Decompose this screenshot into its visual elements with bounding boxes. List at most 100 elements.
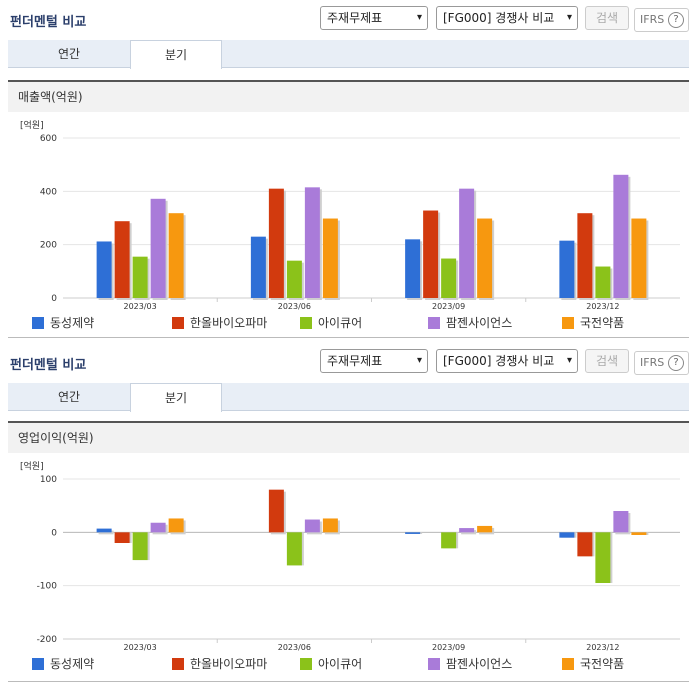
legend-item[interactable]: 한올바이오파마 bbox=[172, 656, 267, 672]
operating-income-chart: [억원] -200 -100 0 100 2023/03 2023/06 2023/09 202… bbox=[20, 460, 680, 652]
bar[interactable] bbox=[304, 519, 320, 533]
legend-item[interactable]: 팜젠사이언스 bbox=[428, 656, 512, 672]
bar[interactable] bbox=[286, 260, 302, 298]
y-tick-label: -200 bbox=[37, 635, 58, 645]
bar[interactable] bbox=[114, 532, 130, 543]
tab-quarterly[interactable]: 분기 bbox=[130, 40, 222, 69]
bar[interactable] bbox=[577, 532, 593, 557]
chart-box-1: 매출액(억원) [억원] 0 200 400 600 2023/03 2023/06 2023… bbox=[8, 80, 689, 336]
ifrs-label: IFRS bbox=[640, 356, 665, 369]
x-tick-label: 2023/03 bbox=[124, 302, 157, 311]
bar[interactable] bbox=[114, 221, 130, 298]
bar[interactable] bbox=[168, 213, 184, 298]
bar[interactable] bbox=[559, 240, 575, 298]
chart-legend: 동성제약 한올바이오파마 아이큐어 팜젠사이언스 국전약품 bbox=[32, 315, 682, 333]
ifrs-info[interactable]: IFRS ? bbox=[634, 351, 689, 375]
statement-select[interactable]: 주재무제표 ▾ bbox=[320, 349, 428, 373]
bar[interactable] bbox=[322, 218, 338, 298]
y-tick-label: 100 bbox=[40, 475, 57, 485]
bar[interactable] bbox=[613, 511, 629, 533]
tab-annual[interactable]: 연간 bbox=[57, 390, 81, 404]
search-button[interactable]: 검색 bbox=[585, 349, 629, 373]
bar[interactable] bbox=[286, 532, 302, 566]
bar[interactable] bbox=[631, 218, 647, 298]
bar[interactable] bbox=[477, 218, 493, 298]
bar[interactable] bbox=[477, 525, 493, 533]
bar[interactable] bbox=[423, 210, 439, 298]
legend-item[interactable]: 동성제약 bbox=[32, 656, 94, 672]
legend-label: 국전약품 bbox=[580, 657, 625, 671]
bar[interactable] bbox=[268, 188, 284, 298]
bar[interactable] bbox=[459, 188, 475, 298]
bar[interactable] bbox=[613, 174, 629, 298]
bar[interactable] bbox=[96, 241, 112, 298]
x-tick-label: 2023/12 bbox=[586, 643, 619, 652]
tab-quarterly[interactable]: 분기 bbox=[130, 383, 222, 412]
bar[interactable] bbox=[441, 258, 457, 298]
legend-swatch bbox=[428, 317, 440, 329]
legend-label: 팜젠사이언스 bbox=[446, 316, 513, 330]
search-button[interactable]: 검색 bbox=[585, 6, 629, 30]
bar[interactable] bbox=[268, 489, 284, 533]
bar[interactable] bbox=[595, 532, 611, 583]
compare-select[interactable]: [FG000] 경쟁사 비교 ▾ bbox=[436, 6, 578, 30]
help-icon[interactable]: ? bbox=[668, 355, 684, 371]
legend-item[interactable]: 팜젠사이언스 bbox=[428, 315, 512, 331]
compare-select-value: [FG000] 경쟁사 비교 bbox=[443, 354, 555, 368]
revenue-chart: [억원] 0 200 400 600 2023/03 2023/06 2023/09 2023/… bbox=[20, 119, 680, 311]
y-tick-label: 200 bbox=[40, 241, 57, 251]
divider bbox=[8, 681, 689, 682]
legend-label: 아이큐어 bbox=[318, 657, 363, 671]
statement-select[interactable]: 주재무제표 ▾ bbox=[320, 6, 428, 30]
compare-select[interactable]: [FG000] 경쟁사 비교 ▾ bbox=[436, 349, 578, 373]
legend-item[interactable]: 국전약품 bbox=[562, 656, 624, 672]
bar[interactable] bbox=[322, 518, 338, 533]
bar[interactable] bbox=[405, 239, 421, 298]
legend-swatch bbox=[300, 317, 312, 329]
compare-select-value: [FG000] 경쟁사 비교 bbox=[443, 11, 555, 25]
metric-title: 매출액(억원) bbox=[8, 82, 689, 112]
legend-swatch bbox=[32, 317, 44, 329]
bar[interactable] bbox=[441, 532, 457, 549]
bar[interactable] bbox=[132, 532, 148, 561]
legend-swatch bbox=[32, 658, 44, 670]
legend-item[interactable]: 아이큐어 bbox=[300, 315, 362, 331]
bar[interactable] bbox=[132, 256, 148, 298]
bar[interactable] bbox=[250, 236, 266, 298]
legend-swatch bbox=[172, 317, 184, 329]
bar[interactable] bbox=[631, 532, 647, 535]
y-tick-label: -100 bbox=[37, 582, 58, 592]
legend-item[interactable]: 국전약품 bbox=[562, 315, 624, 331]
legend-label: 국전약품 bbox=[580, 316, 625, 330]
bar[interactable] bbox=[304, 187, 320, 298]
metric-title: 영업이익(억원) bbox=[8, 423, 689, 453]
ifrs-info[interactable]: IFRS ? bbox=[634, 8, 689, 32]
period-tabs: 연간 분기 bbox=[8, 40, 689, 69]
fundamental-panel-2: 펀더멘털 비교 주재무제표 ▾ [FG000] 경쟁사 비교 ▾ 검색 IFRS… bbox=[0, 343, 696, 684]
bar[interactable] bbox=[405, 532, 421, 534]
unit-label: [억원] bbox=[20, 460, 44, 472]
bar[interactable] bbox=[96, 528, 112, 533]
legend-swatch bbox=[172, 658, 184, 670]
bar[interactable] bbox=[150, 522, 166, 533]
bar[interactable] bbox=[150, 198, 166, 298]
bar[interactable] bbox=[559, 532, 575, 538]
help-icon[interactable]: ? bbox=[668, 12, 684, 28]
legend-item[interactable]: 한올바이오파마 bbox=[172, 315, 267, 331]
tab-annual[interactable]: 연간 bbox=[57, 47, 81, 61]
legend-item[interactable]: 동성제약 bbox=[32, 315, 94, 331]
bar[interactable] bbox=[459, 528, 475, 533]
period-tabs: 연간 분기 bbox=[8, 383, 689, 412]
bar[interactable] bbox=[168, 518, 184, 533]
x-tick-label: 2023/06 bbox=[278, 643, 311, 652]
legend-item[interactable]: 아이큐어 bbox=[300, 656, 362, 672]
legend-label: 팜젠사이언스 bbox=[446, 657, 513, 671]
y-tick-label: 0 bbox=[51, 528, 57, 538]
bar[interactable] bbox=[577, 213, 593, 298]
panel-header: 펀더멘털 비교 주재무제표 ▾ [FG000] 경쟁사 비교 ▾ 검색 IFRS… bbox=[0, 0, 696, 32]
chart-legend: 동성제약 한올바이오파마 아이큐어 팜젠사이언스 국전약품 bbox=[32, 656, 682, 674]
panel-title: 펀더멘털 비교 bbox=[10, 15, 87, 30]
chevron-down-icon: ▾ bbox=[416, 355, 422, 366]
bar[interactable] bbox=[595, 266, 611, 298]
statement-select-value: 주재무제표 bbox=[327, 11, 383, 25]
